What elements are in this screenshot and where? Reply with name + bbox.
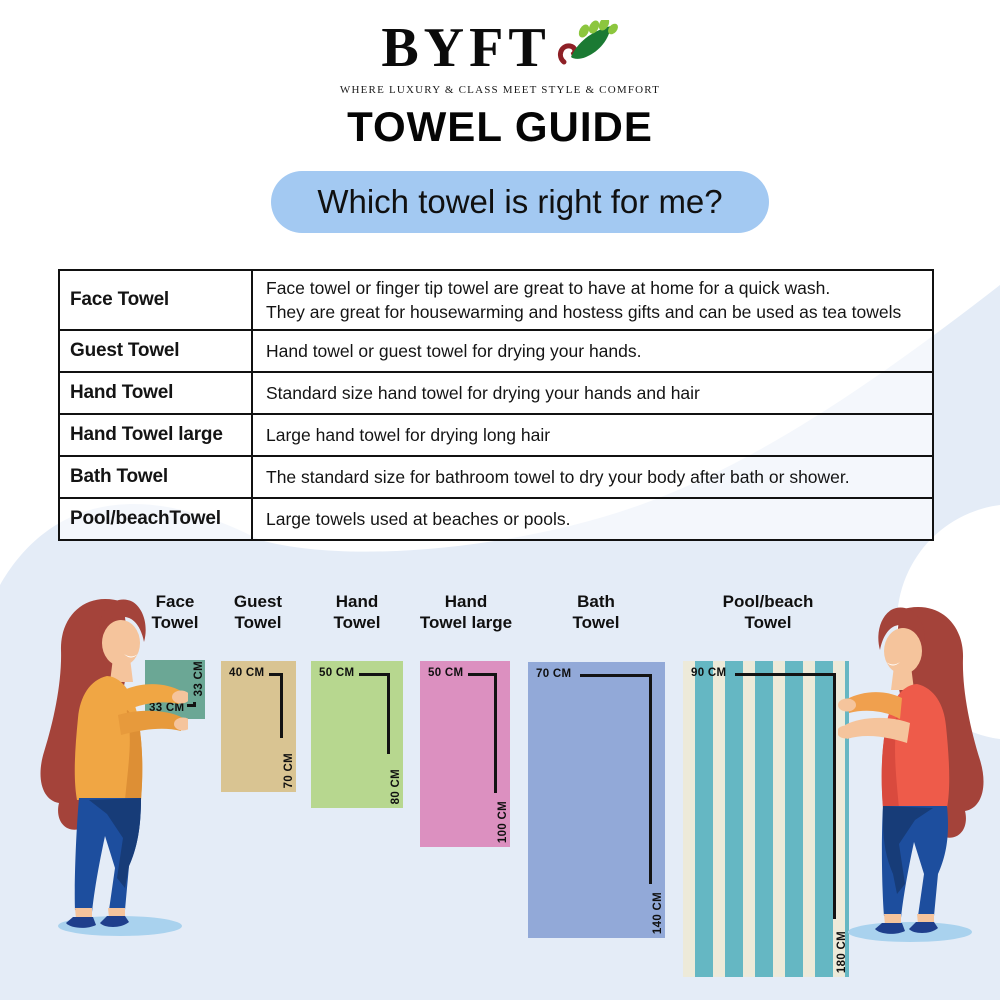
height-dimension-label: 100 CM (497, 800, 509, 843)
towel-label-guest: Guest Towel (233, 592, 283, 633)
woman-illustration-left (28, 588, 192, 949)
height-dimension-label: 33 CM (193, 661, 205, 697)
leaf-swoosh-icon (557, 17, 619, 75)
towel-desc-cell: Face towel or finger tip towel are great… (266, 277, 902, 322)
brand-logo: BYFT (0, 17, 1000, 79)
towel-type-cell: Hand Towel (60, 373, 253, 413)
dimension-line (193, 702, 196, 707)
table-row: Hand Towel large Large hand towel for dr… (60, 413, 932, 455)
width-dimension-label: 70 CM (536, 668, 572, 680)
dimension-line (359, 673, 390, 676)
towel-type-cell: Guest Towel (60, 331, 253, 371)
towel-type-cell: Pool/beachTowel (60, 499, 253, 539)
towel-label-face: Face Towel (151, 592, 199, 633)
towel-guide-table: Face Towel Face towel or finger tip towe… (58, 269, 934, 541)
width-dimension-label: 33 CM (149, 702, 185, 714)
table-row: Pool/beachTowel Large towels used at bea… (60, 497, 932, 539)
dimension-line (649, 674, 652, 884)
towel-swatch-hand-large: 50 CM 100 CM (420, 661, 510, 847)
towel-desc-cell: Large towels used at beaches or pools. (266, 508, 571, 529)
dimension-line (494, 673, 497, 793)
towel-label-hand-large: Hand Towel large (419, 592, 513, 633)
dimension-line (580, 674, 652, 677)
towel-desc-cell: Hand towel or guest towel for drying you… (266, 340, 642, 361)
towel-desc-cell: The standard size for bathroom towel to … (266, 466, 850, 487)
table-row: Guest Towel Hand towel or guest towel fo… (60, 329, 932, 371)
width-dimension-label: 50 CM (319, 667, 355, 679)
towel-type-cell: Face Towel (60, 271, 253, 329)
width-dimension-label: 50 CM (428, 667, 464, 679)
table-row: Bath Towel The standard size for bathroo… (60, 455, 932, 497)
towel-type-cell: Hand Towel large (60, 415, 253, 455)
towel-swatch-pool-beach: 90 CM 180 CM (683, 661, 849, 977)
towel-desc-cell: Standard size hand towel for drying your… (266, 382, 700, 403)
dimension-line (269, 673, 283, 676)
towel-desc-cell: Large hand towel for drying long hair (266, 424, 551, 445)
towel-label-pool: Pool/beach Towel (722, 592, 814, 633)
towel-swatch-bath: 70 CM 140 CM (528, 662, 665, 938)
table-row: Face Towel Face towel or finger tip towe… (60, 271, 932, 329)
woman-illustration-right (837, 594, 1000, 955)
brand-wordmark: BYFT (381, 17, 551, 79)
height-dimension-label: 70 CM (283, 752, 295, 788)
height-dimension-label: 140 CM (652, 891, 664, 934)
dimension-line (833, 673, 836, 919)
height-dimension-label: 80 CM (390, 768, 402, 804)
dimension-line (280, 673, 283, 738)
towel-swatch-guest: 40 CM 70 CM (221, 661, 296, 792)
dimension-line (735, 673, 836, 676)
towel-swatch-hand: 50 CM 80 CM (311, 661, 403, 808)
towel-label-bath: Bath Towel (572, 592, 620, 633)
width-dimension-label: 90 CM (691, 667, 727, 679)
table-row: Hand Towel Standard size hand towel for … (60, 371, 932, 413)
towel-label-hand: Hand Towel (333, 592, 381, 633)
page-title: TOWEL GUIDE (347, 103, 653, 150)
towel-type-cell: Bath Towel (60, 457, 253, 497)
dimension-line (387, 673, 390, 754)
dimension-line (187, 704, 196, 707)
question-banner: Which towel is right for me? (271, 171, 769, 233)
width-dimension-label: 40 CM (229, 667, 265, 679)
dimension-line (468, 673, 497, 676)
brand-tagline: WHERE LUXURY & CLASS MEET STYLE & COMFOR… (339, 84, 661, 96)
